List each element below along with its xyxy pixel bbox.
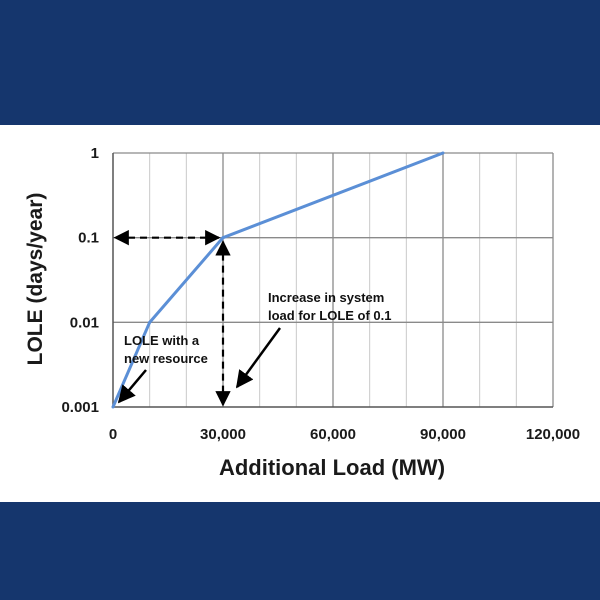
lole-chart: 0 30,000 60,000 90,000 120,0000.0010.010.11 …: [24, 145, 580, 480]
series-line-0: [111, 151, 444, 408]
tick-labels: 0 30,000 60,000 90,000 120,000 0.001 0.01 0.1 1: [61, 145, 580, 443]
x-tick-label: 90,000: [420, 426, 466, 443]
x-axis-title: Additional Load (MW): [219, 455, 445, 480]
annotation-new-resource-line2: new resource: [124, 351, 208, 366]
annotation-new-resource: LOLE with a new resource: [124, 333, 208, 366]
dashed-guides: [113, 229, 231, 407]
y-tick-label: 0.001: [61, 399, 99, 416]
annotation-arrow-increase-load: [235, 327, 282, 389]
annotation-increase-load-line1: Increase in system: [268, 290, 384, 305]
annotation-new-resource-line1: LOLE with a: [124, 333, 200, 348]
annotation-arrow-new-resource: [117, 369, 147, 404]
data-point: [148, 320, 152, 324]
annotation-increase-load-line2: load for LOLE of 0.1: [268, 308, 392, 323]
x-tick-label: 30,000: [200, 426, 246, 443]
data-point: [221, 236, 225, 240]
grid: [112, 152, 554, 408]
y-axis-title: LOLE (days/year): [24, 193, 47, 366]
y-tick-label: 0.1: [78, 230, 99, 247]
data-point: [111, 405, 115, 409]
chart-panel: 0 30,000 60,000 90,000 120,000 0.001 0.01 0.1 1 …: [0, 125, 600, 502]
y-tick-label: 1: [91, 145, 99, 162]
data-point: [441, 151, 445, 155]
annotation-increase-load: Increase in system load for LOLE of 0.1: [268, 290, 392, 323]
x-tick-label: 60,000: [310, 426, 356, 443]
x-tick-label: 120,000: [526, 426, 580, 443]
series-layer: [111, 151, 445, 409]
y-tick-label: 0.01: [70, 314, 99, 331]
x-tick-label: 0: [109, 426, 117, 443]
